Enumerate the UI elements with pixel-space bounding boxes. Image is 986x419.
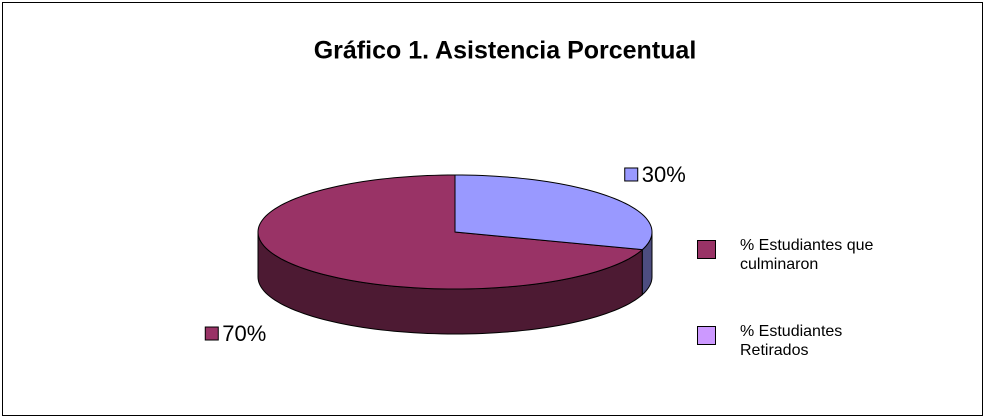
legend-marker [697,326,716,345]
legend-label: % Estudiantes que culminaron [740,237,874,273]
value-label: 30% [642,162,686,187]
chart-title: Gráfico 1. Asistencia Porcentual [314,37,697,65]
value-label-marker [624,167,639,182]
legend-label: % Estudiantes Retirados [740,323,843,359]
slice [257,174,644,290]
legend-marker [697,240,716,259]
value-label-marker [204,326,219,341]
slice [454,174,653,251]
value-label: 70% [222,321,266,346]
